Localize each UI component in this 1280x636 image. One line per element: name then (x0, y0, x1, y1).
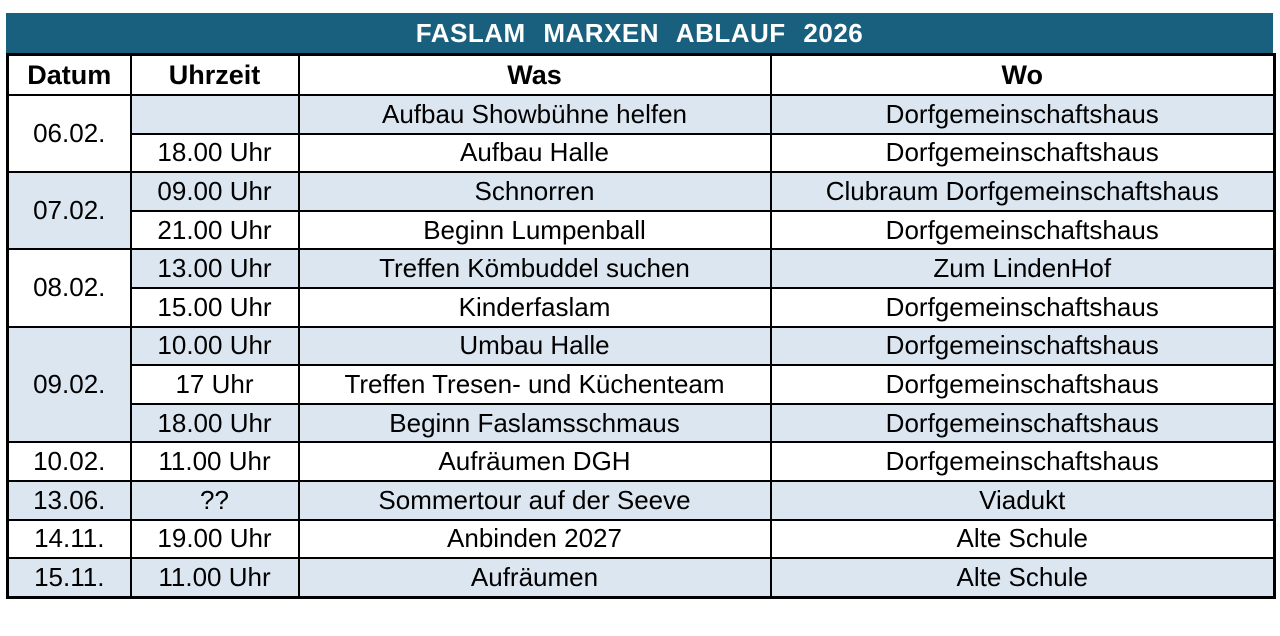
schedule-sheet: FASLAM MARXEN ABLAUF 2026 Datum Uhrzeit … (6, 13, 1276, 599)
what-cell: Schnorren (297, 171, 772, 212)
time-cell: 18.00 Uhr (129, 402, 300, 444)
table-row: 13.06.?? Sommertour auf der Seeve Viadukt (6, 479, 1276, 521)
table-row: 10.02. 11.00 Uhr Aufräumen DGH Dorfgemeinsc… (6, 441, 1276, 482)
time-cell: 18.00 Uhr (129, 132, 300, 174)
time-cell: 11.00 Uhr (129, 557, 300, 599)
column-header-wo: Wo (769, 53, 1276, 96)
table-row: 07.02. 09.00 Uhr Schnorren Clubraum Dorfgem… (6, 171, 1276, 251)
time-cell: 09.00 Uhr (129, 171, 300, 212)
what-cell: Treffen Kömbuddel suchen (297, 248, 772, 289)
what-cell: Aufräumen DGH (297, 441, 772, 482)
where-cell: Dorfgemeinschaftshaus (769, 209, 1276, 251)
what-cell: Beginn Faslamsschmaus (297, 402, 772, 444)
where-cell: Dorfgemeinschaftshaus (769, 441, 1276, 482)
where-cell: Zum LindenHof (769, 248, 1276, 289)
time-cell: ?? (129, 479, 300, 521)
where-cell: Dorfgemeinschaftshaus (769, 402, 1276, 444)
faslam-schedule-table: Datum Uhrzeit Was Wo 06.02. Aufbau Showbü… (6, 53, 1276, 599)
column-header-uhrzeit: Uhrzeit (129, 53, 300, 96)
date-cell: 06.02. (6, 93, 132, 174)
table-row: 21.00 Uhr Beginn Lumpenball Dorfgemeinscha… (8, 209, 1276, 251)
date-cell: 10.02. (6, 441, 132, 482)
date-cell: 13.06. (6, 479, 132, 521)
time-cell: 17 Uhr (129, 364, 300, 405)
time-cell: 19.00 Uhr (129, 518, 300, 560)
what-cell: Aufräumen (297, 557, 772, 599)
table-row: 06.02. Aufbau Showbühne helfen Dorfgemeins… (6, 93, 1276, 174)
date-cell: 14.11. (6, 518, 132, 560)
table-row: 18.00 Uhr Aufbau Halle Dorfgemeinschaftsha… (8, 132, 1276, 174)
what-cell: Beginn Lumpenball (297, 209, 772, 251)
what-cell: Kinderfaslam (297, 286, 772, 328)
header-row: Datum Uhrzeit Was Wo (6, 53, 1276, 96)
time-cell: 15.00 Uhr (129, 286, 300, 328)
table-row: 17 Uhr Treffen Tresen- und Küchenteam Dorf… (8, 364, 1276, 405)
date-cell: 07.02. (6, 171, 132, 251)
where-cell: Dorfgemeinschaftshaus (769, 325, 1276, 367)
where-cell: Alte Schule (769, 518, 1276, 560)
table-row: 14.11. 19.00 Uhr Anbinden 2027 Alte Schule (6, 518, 1276, 560)
time-cell: 10.00 Uhr (129, 325, 300, 367)
schedule-body: 06.02. Aufbau Showbühne helfen Dorfgemeins… (6, 93, 1276, 599)
what-cell: Aufbau Showbühne helfen (297, 94, 772, 135)
table-row: 15.11. 11.00 Uhr Aufräumen Alte Schule (6, 557, 1276, 599)
what-cell: Sommertour auf der Seeve (297, 479, 772, 521)
what-cell: Aufbau Halle (297, 132, 772, 174)
what-cell: Umbau Halle (297, 325, 772, 367)
time-cell (129, 94, 300, 135)
where-cell: Dorfgemeinschaftshaus (769, 286, 1276, 328)
where-cell: Dorfgemeinschaftshaus (769, 132, 1276, 174)
table-row: 18.00 Uhr Beginn Faslamsschmaus Dorfgemein… (8, 402, 1276, 444)
where-cell: Clubraum Dorfgemeinschaftshaus (769, 171, 1276, 212)
date-cell: 15.11. (6, 557, 132, 599)
page-title: FASLAM MARXEN ABLAUF 2026 (6, 13, 1273, 53)
what-cell: Anbinden 2027 (297, 518, 772, 560)
column-header-datum: Datum (6, 53, 132, 96)
date-cell: 08.02. (6, 248, 132, 328)
time-cell: 21.00 Uhr (129, 209, 300, 251)
table-row: 09.02. 10.00 Uhr Umbau Halle Dorfgemeinscha… (6, 325, 1276, 444)
where-cell: Dorfgemeinschaftshaus (769, 94, 1276, 135)
where-cell: Viadukt (769, 479, 1276, 521)
time-cell: 11.00 Uhr (129, 441, 300, 482)
where-cell: Dorfgemeinschaftshaus (769, 364, 1276, 405)
where-cell: Alte Schule (769, 557, 1276, 599)
table-row: 15.00 Uhr Kinderfaslam Dorfgemeinschaftsha… (8, 286, 1276, 328)
what-cell: Treffen Tresen- und Küchenteam (297, 364, 772, 405)
table-row: 08.02. 13.00 Uhr Treffen Kömbuddel suchen Z… (6, 248, 1276, 328)
column-header-was: Was (297, 53, 772, 96)
date-cell: 09.02. (6, 325, 132, 444)
time-cell: 13.00 Uhr (129, 248, 300, 289)
